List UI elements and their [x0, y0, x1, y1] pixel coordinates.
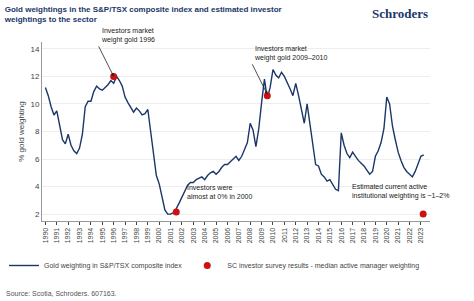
svg-text:1995: 1995: [99, 228, 106, 244]
svg-text:Schroders: Schroders: [372, 6, 428, 21]
svg-text:1990: 1990: [42, 228, 49, 244]
svg-text:2007: 2007: [235, 228, 242, 244]
svg-text:1999: 1999: [144, 228, 151, 244]
svg-text:Investors marketweight gold 19: Investors marketweight gold 1996: [101, 27, 155, 44]
svg-text:2002: 2002: [178, 228, 185, 244]
svg-text:1994: 1994: [87, 228, 94, 244]
svg-text:Gold weightings in the S&P/TSX: Gold weightings in the S&P/TSX composite…: [4, 5, 282, 24]
svg-text:2006: 2006: [224, 228, 231, 244]
svg-text:2008: 2008: [246, 228, 253, 244]
svg-text:2018: 2018: [360, 228, 367, 244]
svg-text:1991: 1991: [53, 228, 60, 244]
svg-text:2004: 2004: [201, 228, 208, 244]
svg-text:2001: 2001: [167, 228, 174, 244]
svg-text:2013: 2013: [303, 228, 310, 244]
svg-text:Estimated current activeinstit: Estimated current activeinstitutional we…: [352, 183, 449, 200]
svg-text:6: 6: [35, 155, 40, 164]
svg-text:2021: 2021: [394, 228, 401, 244]
svg-text:4: 4: [35, 182, 40, 191]
svg-text:Investors werealmost at 0% in: Investors werealmost at 0% in 2000: [187, 184, 252, 200]
svg-text:2016: 2016: [338, 228, 345, 244]
svg-text:1993: 1993: [76, 228, 83, 244]
svg-text:2022: 2022: [406, 228, 413, 244]
svg-text:2023: 2023: [417, 228, 424, 244]
svg-text:2012: 2012: [292, 228, 299, 244]
svg-text:2014: 2014: [315, 228, 322, 244]
svg-text:2019: 2019: [372, 228, 379, 244]
svg-text:12: 12: [30, 72, 39, 81]
svg-text:SC investor survey results - m: SC investor survey results - median acti…: [227, 262, 419, 270]
svg-text:2000: 2000: [155, 228, 162, 244]
svg-text:1992: 1992: [64, 228, 71, 244]
svg-text:2003: 2003: [190, 228, 197, 244]
svg-text:1997: 1997: [121, 228, 128, 244]
svg-text:Gold weighting in S&P/TSX comp: Gold weighting in S&P/TSX composite inde…: [44, 262, 182, 270]
svg-text:8: 8: [35, 127, 40, 136]
svg-text:1998: 1998: [133, 228, 140, 244]
svg-text:2: 2: [35, 210, 40, 219]
svg-text:2009: 2009: [258, 228, 265, 244]
svg-text:14: 14: [30, 45, 39, 54]
svg-text:Investors marketweight gold 20: Investors marketweight gold 2009–2010: [254, 45, 328, 62]
svg-text:10: 10: [30, 100, 39, 109]
svg-text:2010: 2010: [269, 228, 276, 244]
svg-text:2005: 2005: [212, 228, 219, 244]
svg-text:2011: 2011: [281, 228, 288, 243]
svg-text:1996: 1996: [110, 228, 117, 244]
svg-text:% gold weighting: % gold weighting: [17, 101, 26, 161]
svg-text:2020: 2020: [383, 228, 390, 244]
svg-text:2015: 2015: [326, 228, 333, 244]
svg-text:2017: 2017: [349, 228, 356, 244]
svg-text:Source: Scotia, Schroders. 607: Source: Scotia, Schroders. 607163.: [6, 290, 117, 297]
